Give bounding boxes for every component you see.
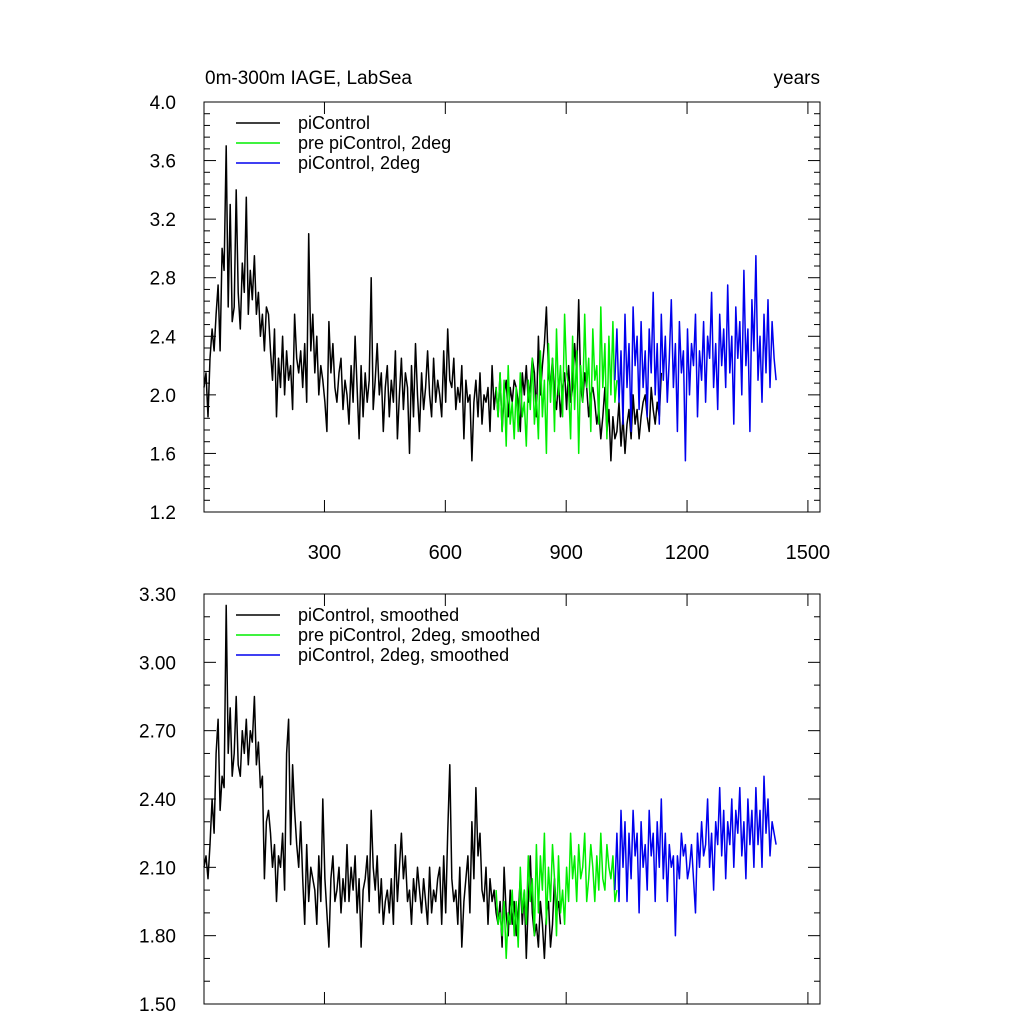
bottom-plot-frame xyxy=(203,593,821,1005)
legend-label: pre piControl, 2deg xyxy=(298,133,451,153)
x-tick-label: 600 xyxy=(429,542,462,564)
legend-label: pre piControl, 2deg, smoothed xyxy=(298,625,540,645)
y-tick-label: 3.2 xyxy=(150,210,176,231)
y-tick-label: 1.6 xyxy=(150,444,176,465)
x-tick-label: 900 xyxy=(549,542,582,564)
top-plot-frame xyxy=(203,101,821,513)
series-line-2 xyxy=(495,832,618,960)
series-line-1 xyxy=(203,145,663,462)
x-tick-label: 1500 xyxy=(786,542,831,564)
legend-label: piControl xyxy=(298,113,370,133)
y-tick-label: 1.2 xyxy=(150,503,176,524)
y-tick-label: 2.4 xyxy=(150,327,177,348)
y-tick-label: 2.8 xyxy=(150,269,176,290)
y-tick-label: 4.0 xyxy=(150,93,176,114)
y-tick-label: 1.80 xyxy=(139,927,176,948)
y-tick-label: 1.50 xyxy=(139,995,176,1016)
top-panel: 0m-300m IAGE, LabSea years 1.2 1.6 2.0 2.4 2… xyxy=(150,68,831,564)
y-tick-label: 2.0 xyxy=(150,386,176,407)
y-tick-label: 2.40 xyxy=(139,790,176,811)
y-tick-label: 2.10 xyxy=(139,858,176,879)
y-tick-label: 2.70 xyxy=(139,722,176,743)
legend-label: piControl, smoothed xyxy=(298,605,459,625)
x-tick-label: 300 xyxy=(308,542,341,564)
y-tick-label: 3.00 xyxy=(139,653,176,674)
bottom-panel: 1.50 1.80 2.10 2.40 2.70 3.00 3.30 piControl, … xyxy=(139,585,821,1016)
top-panel-units: years xyxy=(774,68,820,89)
top-panel-title: 0m-300m IAGE, LabSea xyxy=(205,68,412,89)
legend-label: piControl, 2deg xyxy=(298,153,420,173)
series-line-3 xyxy=(614,254,777,462)
series-line-3 xyxy=(614,775,777,937)
y-tick-label: 3.30 xyxy=(139,585,176,606)
y-tick-label: 3.6 xyxy=(150,152,176,173)
x-tick-label: 1200 xyxy=(665,542,710,564)
series-line-2 xyxy=(495,306,618,455)
legend-label: piControl, 2deg, smoothed xyxy=(298,645,509,665)
